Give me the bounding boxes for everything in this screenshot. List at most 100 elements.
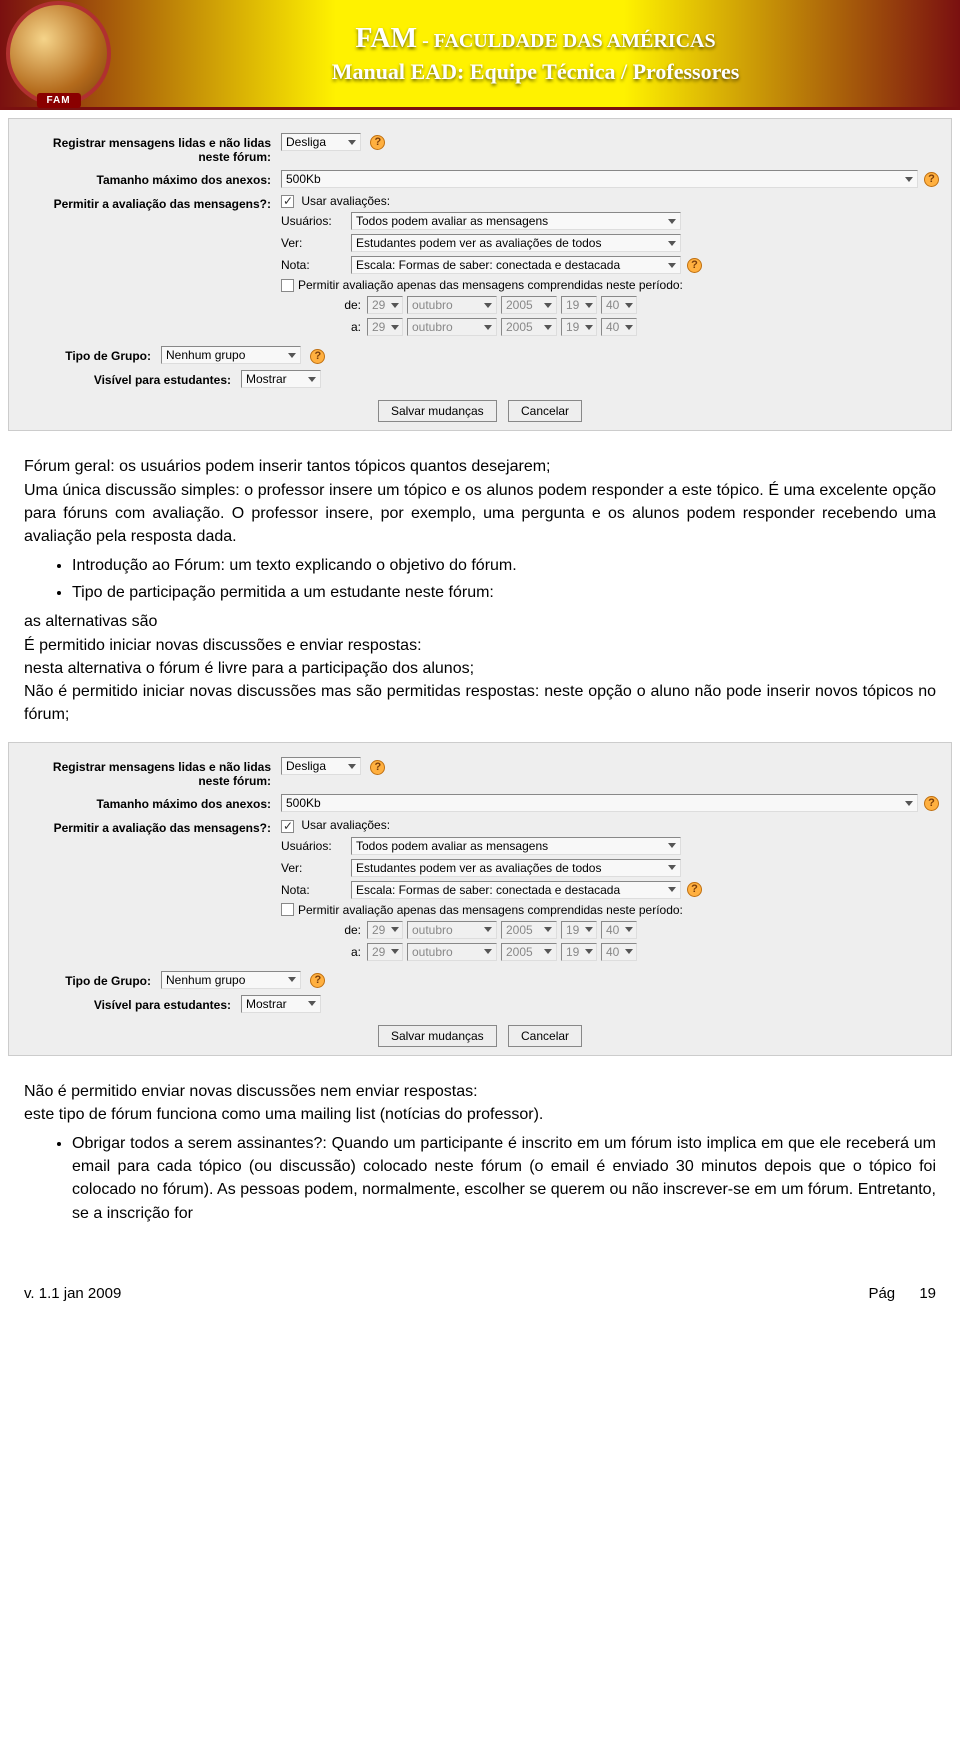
usar-avaliacoes-checkbox[interactable] xyxy=(281,195,294,208)
periodo-checkbox[interactable] xyxy=(281,903,294,916)
de-minute-select[interactable]: 40 xyxy=(601,296,637,314)
help-icon[interactable]: ? xyxy=(370,760,385,775)
help-icon[interactable]: ? xyxy=(687,882,702,897)
bullet-item: Introdução ao Fórum: um texto explicando… xyxy=(72,554,936,577)
de-month-select[interactable]: outubro xyxy=(407,296,497,314)
chevron-down-icon xyxy=(668,887,676,892)
tamanho-value: 500Kb xyxy=(286,172,321,186)
forum-settings-form: Registrar mensagens lidas e não lidas ne… xyxy=(8,118,952,431)
tamanho-value: 500Kb xyxy=(286,796,321,810)
nota-sublabel: Nota: xyxy=(281,258,351,272)
permitir-label: Permitir a avaliação das mensagens?: xyxy=(21,194,281,211)
a-label: a: xyxy=(331,320,361,334)
nota-select[interactable]: Escala: Formas de saber: conectada e des… xyxy=(351,256,681,274)
chevron-down-icon xyxy=(668,219,676,224)
tamanho-select[interactable]: 500Kb xyxy=(281,794,918,812)
help-icon[interactable]: ? xyxy=(924,172,939,187)
visivel-label: Visível para estudantes: xyxy=(21,370,241,387)
ver-select[interactable]: Estudantes podem ver as avaliações de to… xyxy=(351,859,681,877)
usuarios-select[interactable]: Todos podem avaliar as mensagens xyxy=(351,212,681,230)
paragraph: Não é permitido iniciar novas discussões… xyxy=(24,680,936,726)
tamanho-select[interactable]: 500Kb xyxy=(281,170,918,188)
de-year-select[interactable]: 2005 xyxy=(501,921,557,939)
chevron-down-icon xyxy=(585,927,593,932)
a-minute-select[interactable]: 40 xyxy=(601,318,637,336)
nota-select[interactable]: Escala: Formas de saber: conectada e des… xyxy=(351,881,681,899)
tipo-grupo-label: Tipo de Grupo: xyxy=(21,971,161,988)
cancel-button[interactable]: Cancelar xyxy=(508,400,582,422)
registrar-select[interactable]: Desliga xyxy=(281,757,361,775)
help-icon[interactable]: ? xyxy=(310,349,325,364)
chevron-down-icon xyxy=(668,263,676,268)
chevron-down-icon xyxy=(484,303,492,308)
visivel-select[interactable]: Mostrar xyxy=(241,370,321,388)
a-year-select[interactable]: 2005 xyxy=(501,943,557,961)
content-block-2: Não é permitido enviar novas discussões … xyxy=(0,1064,960,1239)
a-day-select[interactable]: 29 xyxy=(367,318,403,336)
de-month-select[interactable]: outubro xyxy=(407,921,497,939)
chevron-down-icon xyxy=(905,801,913,806)
chevron-down-icon xyxy=(544,303,552,308)
a-minute-select[interactable]: 40 xyxy=(601,943,637,961)
tipo-grupo-select[interactable]: Nenhum grupo xyxy=(161,971,301,989)
usar-avaliacoes-label: Usar avaliações: xyxy=(301,818,390,832)
chevron-down-icon xyxy=(391,325,399,330)
a-month-select[interactable]: outubro xyxy=(407,318,497,336)
header-text-block: FAM - FACULDADE DAS AMÉRICAS Manual EAD:… xyxy=(111,23,960,85)
ver-select[interactable]: Estudantes podem ver as avaliações de to… xyxy=(351,234,681,252)
a-day-select[interactable]: 29 xyxy=(367,943,403,961)
paragraph: Fórum geral: os usuários podem inserir t… xyxy=(24,455,936,478)
registrar-select[interactable]: Desliga xyxy=(281,133,361,151)
chevron-down-icon xyxy=(484,325,492,330)
usar-avaliacoes-checkbox[interactable] xyxy=(281,820,294,833)
de-hour-select[interactable]: 19 xyxy=(561,921,597,939)
visivel-value: Mostrar xyxy=(246,372,287,386)
help-icon[interactable]: ? xyxy=(370,135,385,150)
chevron-down-icon xyxy=(348,764,356,769)
cancel-button[interactable]: Cancelar xyxy=(508,1025,582,1047)
nota-sublabel: Nota: xyxy=(281,883,351,897)
periodo-checkbox[interactable] xyxy=(281,279,294,292)
help-icon[interactable]: ? xyxy=(310,973,325,988)
chevron-down-icon xyxy=(391,927,399,932)
usuarios-select[interactable]: Todos podem avaliar as mensagens xyxy=(351,837,681,855)
de-year-select[interactable]: 2005 xyxy=(501,296,557,314)
de-day-select[interactable]: 29 xyxy=(367,921,403,939)
help-icon[interactable]: ? xyxy=(924,796,939,811)
registrar-value: Desliga xyxy=(286,759,326,773)
de-label: de: xyxy=(331,298,361,312)
a-hour-select[interactable]: 19 xyxy=(561,943,597,961)
nota-value: Escala: Formas de saber: conectada e des… xyxy=(356,258,620,272)
tipo-grupo-value: Nenhum grupo xyxy=(166,973,245,987)
tipo-grupo-select[interactable]: Nenhum grupo xyxy=(161,346,301,364)
ver-value: Estudantes podem ver as avaliações de to… xyxy=(356,236,601,250)
chevron-down-icon xyxy=(288,977,296,982)
save-button[interactable]: Salvar mudanças xyxy=(378,400,497,422)
a-hour-select[interactable]: 19 xyxy=(561,318,597,336)
visivel-select[interactable]: Mostrar xyxy=(241,995,321,1013)
visivel-label: Visível para estudantes: xyxy=(21,995,241,1012)
periodo-label: Permitir avaliação apenas das mensagens … xyxy=(298,278,683,292)
ver-value: Estudantes podem ver as avaliações de to… xyxy=(356,861,601,875)
ver-sublabel: Ver: xyxy=(281,236,351,250)
header-title-line2: Manual EAD: Equipe Técnica / Professores xyxy=(111,59,960,85)
tamanho-label: Tamanho máximo dos anexos: xyxy=(21,794,281,811)
registrar-value: Desliga xyxy=(286,135,326,149)
chevron-down-icon xyxy=(348,140,356,145)
de-minute-select[interactable]: 40 xyxy=(601,921,637,939)
header-title-rest: - FACULDADE DAS AMÉRICAS xyxy=(417,30,716,52)
page-header: FAM FAM - FACULDADE DAS AMÉRICAS Manual … xyxy=(0,0,960,110)
header-title-bold: FAM xyxy=(355,23,417,54)
a-month-select[interactable]: outubro xyxy=(407,943,497,961)
registrar-label: Registrar mensagens lidas e não lidas ne… xyxy=(21,757,281,788)
chevron-down-icon xyxy=(585,949,593,954)
de-hour-select[interactable]: 19 xyxy=(561,296,597,314)
paragraph: as alternativas são xyxy=(24,610,936,633)
help-icon[interactable]: ? xyxy=(687,258,702,273)
chevron-down-icon xyxy=(625,949,633,954)
chevron-down-icon xyxy=(288,353,296,358)
de-day-select[interactable]: 29 xyxy=(367,296,403,314)
save-button[interactable]: Salvar mudanças xyxy=(378,1025,497,1047)
a-year-select[interactable]: 2005 xyxy=(501,318,557,336)
de-label: de: xyxy=(331,923,361,937)
